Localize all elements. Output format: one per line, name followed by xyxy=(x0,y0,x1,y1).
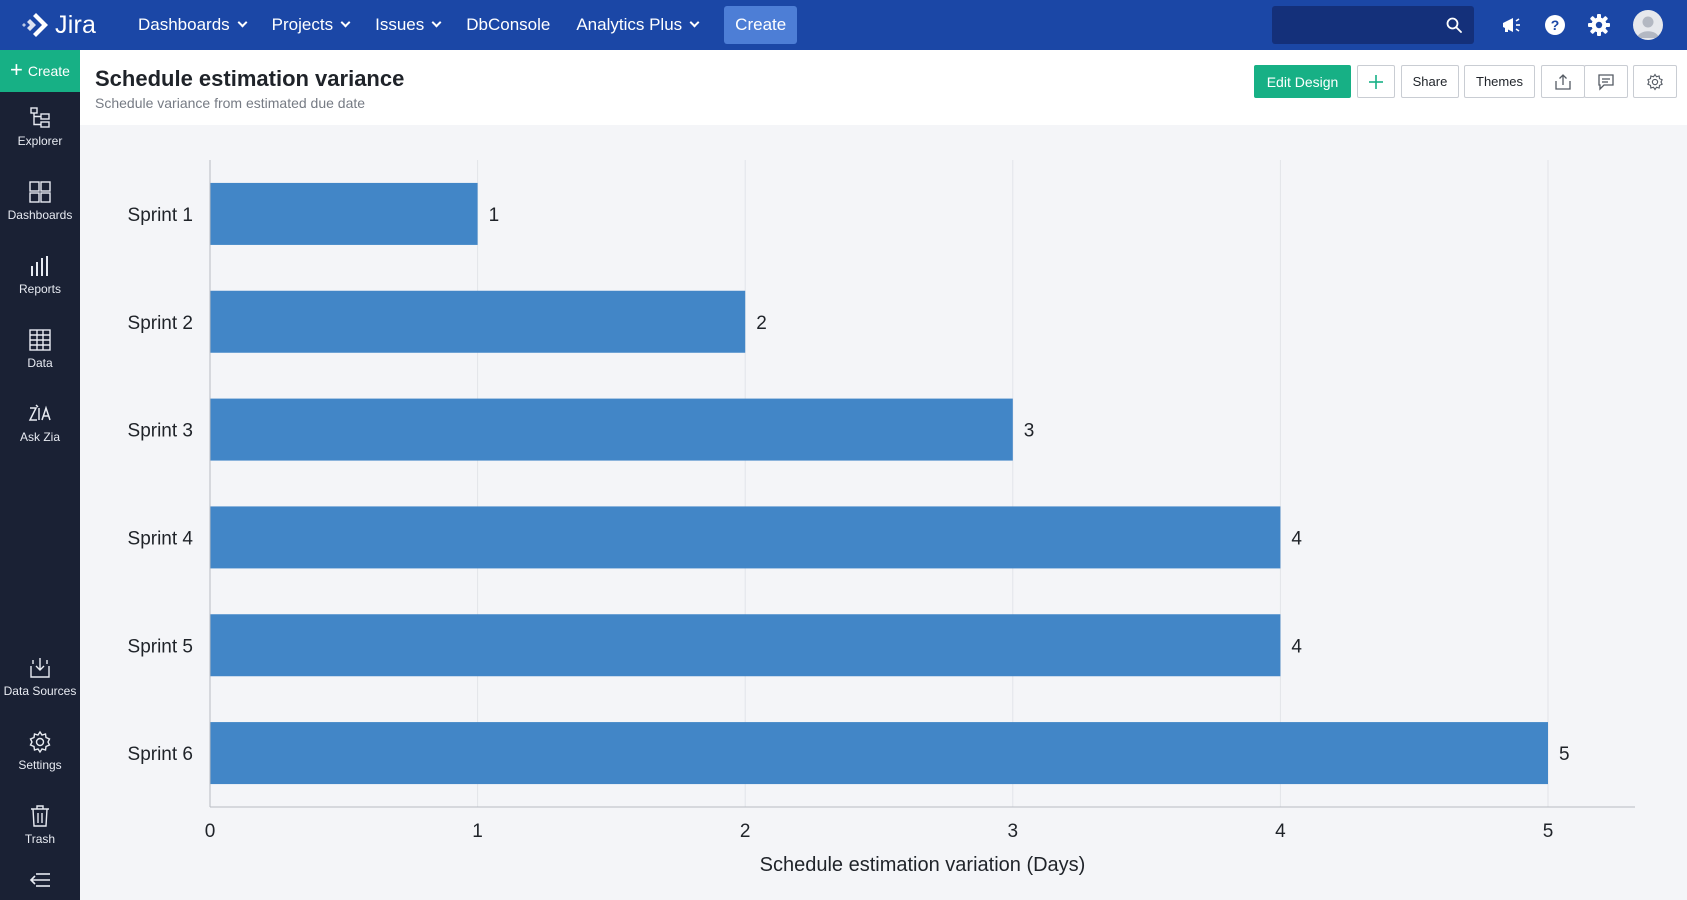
sidebar-item-label: Ask Zia xyxy=(19,430,60,444)
data-label: 5 xyxy=(1559,744,1570,765)
category-label: Sprint 4 xyxy=(128,528,194,549)
top-navigation-bar: Jira Dashboards Projects Issues DbConsol… xyxy=(0,0,1687,50)
x-tick-label: 1 xyxy=(472,821,483,842)
category-label: Sprint 2 xyxy=(128,313,193,334)
sidebar-item-label: Dashboards xyxy=(7,208,73,222)
chevron-down-icon xyxy=(340,17,351,28)
reports-bars-icon xyxy=(31,256,48,276)
chevron-down-icon xyxy=(689,17,700,28)
settings-icon xyxy=(29,730,51,754)
sidebar-item-label: Data Sources xyxy=(3,684,77,698)
nav-issues[interactable]: Issues xyxy=(375,0,442,50)
plus-icon xyxy=(1369,74,1383,89)
bar xyxy=(210,506,1281,569)
category-label: Sprint 5 xyxy=(128,636,193,657)
share-button[interactable]: Share xyxy=(1401,65,1459,98)
nav-dashboards[interactable]: Dashboards xyxy=(138,0,248,50)
search-input[interactable] xyxy=(1272,6,1474,44)
chevron-down-icon xyxy=(431,17,442,28)
nav-analytics-plus-label: Analytics Plus xyxy=(576,15,683,34)
x-axis-title: Schedule estimation variation (Days) xyxy=(760,854,1086,876)
help-icon[interactable]: ? xyxy=(1543,13,1567,37)
announcement-icon[interactable] xyxy=(1500,13,1524,37)
plus-icon: + xyxy=(10,57,23,82)
bar xyxy=(210,722,1548,785)
settings-gear-icon[interactable] xyxy=(1587,13,1611,37)
report-settings-button[interactable] xyxy=(1633,65,1677,98)
bar xyxy=(210,398,1013,461)
svg-text:?: ? xyxy=(1551,17,1560,33)
data-label: 1 xyxy=(489,205,500,226)
comment-icon xyxy=(1598,73,1614,91)
avatar-silhouette-icon xyxy=(1637,16,1659,38)
sidebar-item-settings[interactable]: Settings xyxy=(0,730,80,794)
jira-logo-icon xyxy=(22,13,48,37)
sidebar-create-button[interactable]: + Create xyxy=(0,50,80,92)
collapse-sidebar-icon[interactable] xyxy=(28,870,52,890)
logo-text: Jira xyxy=(55,10,97,39)
page-subtitle: Schedule variance from estimated due dat… xyxy=(95,95,366,111)
export-button[interactable] xyxy=(1541,65,1585,98)
jira-logo[interactable]: Jira xyxy=(22,0,112,50)
data-label: 2 xyxy=(756,313,767,334)
sidebar-item-label: Explorer xyxy=(17,134,63,148)
sidebar-item-label: Data xyxy=(27,356,53,370)
nav-projects[interactable]: Projects xyxy=(271,0,351,50)
dashboards-grid-icon xyxy=(29,181,51,203)
sidebar-item-ask-zia[interactable]: Ask Zia xyxy=(0,402,80,466)
sidebar-item-label: Settings xyxy=(18,758,62,772)
category-label: Sprint 3 xyxy=(128,421,193,442)
bar-chart: Sprint 1 1 Sprint 2 2 Sprint 3 3 Sprint 4 4 Spri… xyxy=(128,160,1635,876)
x-tick-label: 3 xyxy=(1008,821,1019,842)
search-icon xyxy=(1446,17,1462,33)
page-title: Schedule estimation variance xyxy=(95,66,405,91)
category-label: Sprint 6 xyxy=(128,744,193,765)
sidebar-item-label: Trash xyxy=(24,832,56,846)
x-tick-label: 0 xyxy=(205,821,216,842)
export-icon xyxy=(1555,73,1571,90)
trash-icon xyxy=(31,805,49,827)
sidebar-item-label: Reports xyxy=(18,282,62,296)
explorer-tree-icon xyxy=(30,107,50,128)
user-avatar-icon[interactable] xyxy=(1633,10,1663,40)
chevron-down-icon xyxy=(237,17,248,28)
edit-design-button[interactable]: Edit Design xyxy=(1254,65,1351,98)
nav-analytics-plus[interactable]: Analytics Plus xyxy=(576,0,700,50)
settings-icon xyxy=(1647,72,1663,91)
bar xyxy=(210,290,746,353)
sidebar-item-reports[interactable]: Reports xyxy=(0,254,80,318)
nav-dashboards-label: Dashboards xyxy=(138,15,230,34)
nav-projects-label: Projects xyxy=(271,15,334,34)
nav-create-button[interactable]: Create xyxy=(724,6,798,44)
ask-zia-icon xyxy=(28,404,51,421)
bar xyxy=(210,614,1281,677)
nav-issues-label: Issues xyxy=(375,15,425,34)
sidebar-item-explorer[interactable]: Explorer xyxy=(0,106,80,170)
sidebar-item-dashboards[interactable]: Dashboards xyxy=(0,180,80,244)
data-sources-icon xyxy=(30,658,50,678)
data-table-icon xyxy=(29,329,51,351)
add-button[interactable] xyxy=(1357,65,1395,98)
sidebar-item-trash[interactable]: Trash xyxy=(0,804,80,868)
data-label: 4 xyxy=(1291,528,1302,549)
data-label: 4 xyxy=(1291,636,1302,657)
left-sidebar: + Create Explorer Dashboards Reports xyxy=(0,50,80,900)
sidebar-item-data-sources[interactable]: Data Sources xyxy=(0,656,80,720)
nav-dbconsole[interactable]: DbConsole xyxy=(466,0,550,50)
themes-button[interactable]: Themes xyxy=(1464,65,1535,98)
x-tick-label: 2 xyxy=(740,821,751,842)
data-label: 3 xyxy=(1024,421,1035,442)
x-tick-label: 5 xyxy=(1543,821,1554,842)
sidebar-item-data[interactable]: Data xyxy=(0,328,80,392)
category-label: Sprint 1 xyxy=(128,205,193,226)
chart-area: Sprint 1 1 Sprint 2 2 Sprint 3 3 Sprint 4 4 Spri… xyxy=(80,125,1687,900)
sidebar-create-label: Create xyxy=(27,63,70,79)
nav-dbconsole-label: DbConsole xyxy=(466,15,551,34)
x-tick-label: 4 xyxy=(1275,821,1286,842)
comment-button[interactable] xyxy=(1584,65,1628,98)
bar xyxy=(210,182,478,245)
